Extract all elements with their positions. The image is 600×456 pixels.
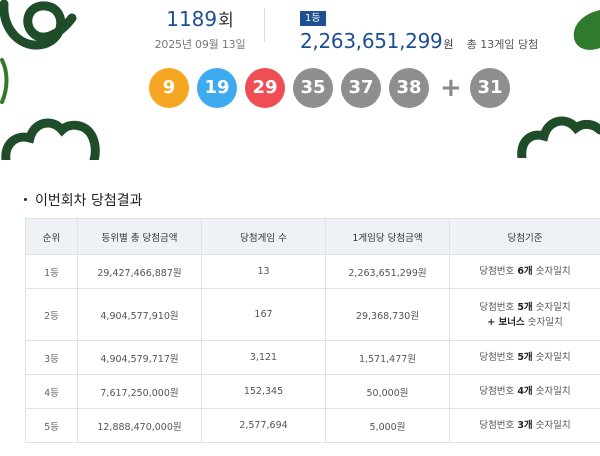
prize-unit: 원 [443,38,454,51]
results-table: 순위 등위별 총 당첨금액 당첨게임 수 1게임당 당첨금액 당첨기준 1등 2… [25,218,600,443]
winning-ball: 38 [389,68,429,108]
criteria-count: 5개 [517,301,533,313]
criteria-suffix: 숫자일치 [532,386,571,397]
cell-total-amount: 4,904,577,910원 [77,288,202,341]
first-prize-info: 1등 2,263,651,299원 총 13게임 당첨 [300,6,538,53]
winning-ball: 9 [149,68,189,108]
cell-winning-games: 13 [201,254,326,289]
header-total-amount: 등위별 총 당첨금액 [77,218,202,255]
criteria-count: 5개 [517,352,533,363]
round-unit: 회 [218,11,234,31]
round-title: 1189회 [140,6,260,31]
cell-per-game-amount: 29,368,730원 [325,288,450,341]
rank-badge: 1등 [300,11,326,26]
cell-rank: 4등 [25,374,78,409]
draw-info: 1189회 2025년 09월 13일 [140,6,260,52]
cell-per-game-amount: 5,000원 [325,408,450,443]
cell-rank: 1등 [25,254,78,289]
cell-per-game-amount: 2,263,651,299원 [325,254,450,289]
decor-cloud-bottom-right [514,102,600,158]
cell-total-amount: 4,904,579,717원 [77,340,202,375]
header-winning-games: 당첨게임 수 [201,218,326,255]
first-prize-amount: 2,263,651,299 [300,29,443,53]
winning-ball: 35 [293,68,333,108]
criteria-suffix: 숫자일치 [532,420,571,431]
criteria-prefix: 당첨번호 [479,420,518,431]
cell-per-game-amount: 1,571,477원 [325,340,450,375]
table-row: 2등 4,904,577,910원 167 29,368,730원 당첨번호 5… [25,288,600,341]
draw-date: 2025년 09월 13일 [154,38,246,51]
decor-swirl-top-left [0,0,80,60]
table-row: 3등 4,904,579,717원 3,121 1,571,477원 당첨번호 … [25,340,600,375]
header-rank: 순위 [25,218,78,255]
section-title: 이번회차 당첨결과 [24,190,143,210]
criteria-count: 6개 [517,266,533,277]
cell-criteria: 당첨번호 5개 숫자일치 [449,340,600,375]
decor-line-left [0,58,12,104]
criteria-count: 4개 [517,386,533,397]
cell-winning-games: 2,577,694 [201,408,326,443]
cell-criteria: 당첨번호 3개 숫자일치 [449,408,600,443]
table-row: 1등 29,427,466,887원 13 2,263,651,299원 당첨번… [25,254,600,289]
cell-winning-games: 3,121 [201,340,326,375]
table-row: 4등 7,617,250,000원 152,345 50,000원 당첨번호 4… [25,374,600,409]
decor-cloud-bottom-left [0,104,110,160]
cell-criteria: 당첨번호 4개 숫자일치 [449,374,600,409]
criteria-count: 3개 [517,420,533,431]
cell-rank: 2등 [25,288,78,341]
cell-winning-games: 167 [201,288,326,341]
cell-total-amount: 7,617,250,000원 [77,374,202,409]
winning-ball: 19 [197,68,237,108]
table-row: 5등 12,888,470,000원 2,577,694 5,000원 당첨번호… [25,408,600,443]
criteria-prefix: 당첨번호 [479,386,518,397]
cell-criteria: 당첨번호 5개 숫자일치 + 보너스 숫자일치 [449,288,600,341]
criteria-suffix: 숫자일치 [532,266,571,277]
criteria-prefix: 당첨번호 [479,266,518,277]
header-per-game-amount: 1게임당 당첨금액 [325,218,450,255]
section-title-text: 이번회차 당첨결과 [35,193,143,209]
header-criteria: 당첨기준 [449,218,600,255]
cell-criteria: 당첨번호 6개 숫자일치 [449,254,600,289]
criteria-bonus: + 보너스 [487,316,525,328]
criteria-prefix: 당첨번호 [479,301,518,313]
plus-sign: + [440,73,462,103]
winners-count: 총 13게임 당첨 [466,38,539,51]
round-number: 1189 [166,7,218,31]
winning-ball: 37 [341,68,381,108]
cell-rank: 3등 [25,340,78,375]
cell-winning-games: 152,345 [201,374,326,409]
cell-total-amount: 29,427,466,887원 [77,254,202,289]
bonus-ball: 31 [470,68,510,108]
cell-total-amount: 12,888,470,000원 [77,408,202,443]
criteria-prefix: 당첨번호 [479,352,518,363]
criteria-suffix: 숫자일치 [532,301,571,313]
criteria-bonus-suffix: 숫자일치 [524,316,563,328]
table-header-row: 순위 등위별 총 당첨금액 당첨게임 수 1게임당 당첨금액 당첨기준 [25,218,600,255]
header-divider [264,8,265,42]
bullet-icon [24,197,27,201]
decor-leaf-top-right [554,8,600,56]
cell-per-game-amount: 50,000원 [325,374,450,409]
cell-rank: 5등 [25,408,78,443]
criteria-suffix: 숫자일치 [532,352,571,363]
winning-ball: 29 [245,68,285,108]
